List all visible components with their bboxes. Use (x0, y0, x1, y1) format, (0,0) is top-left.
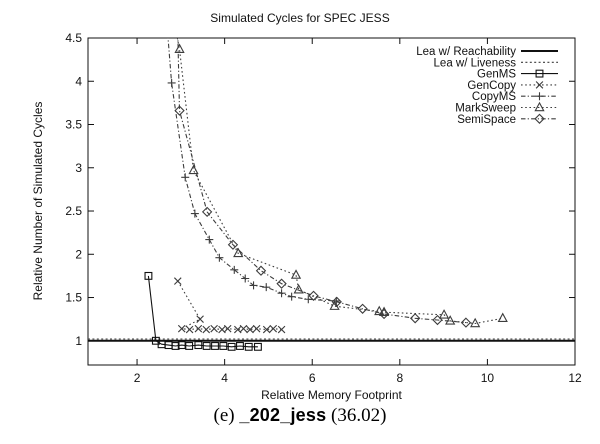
x-axis-label: Relative Memory Footprint (261, 388, 402, 402)
series-marksweep (174, 38, 508, 328)
y-tick-label: 3.5 (65, 118, 82, 132)
legend-label: Lea w/ Reachability (416, 46, 516, 58)
y-tick-label: 2 (75, 247, 82, 261)
legend-label: GenMS (477, 69, 516, 81)
series-genms (144, 271, 262, 351)
x-tick-label: 4 (221, 371, 228, 385)
caption-benchmark: _202_jess (239, 405, 327, 425)
x-tick-label: 6 (309, 371, 316, 385)
y-tick-label: 1.5 (65, 291, 82, 305)
legend-item-gencopy: GenCopy (467, 80, 558, 92)
legend-item-lea-w-liveness: Lea w/ Liveness (434, 57, 558, 69)
x-tick-label: 2 (134, 371, 141, 385)
legend-label: CopyMS (472, 91, 516, 103)
y-tick-label: 1 (75, 334, 82, 348)
x-tick-label: 10 (481, 371, 495, 385)
series-copyms (167, 38, 341, 305)
legend-item-semispace: SemiSpace (457, 113, 558, 126)
figure-caption: (e) _202_jess (36.02) (0, 405, 600, 427)
legend-label: Lea w/ Liveness (434, 57, 517, 69)
legend-label: GenCopy (467, 80, 516, 92)
y-tick-label: 3 (75, 161, 82, 175)
x-ticks: 2 4 6 8 10 12 (134, 38, 582, 385)
series-semispace (174, 38, 472, 328)
caption-score: (36.02) (331, 405, 387, 426)
y-tick-label: 2.5 (65, 204, 82, 218)
y-tick-label: 4 (75, 74, 82, 88)
x-tick-label: 12 (568, 371, 582, 385)
legend-item-marksweep: MarkSweep (455, 101, 558, 115)
y-ticks: 1 1.5 2 2.5 3 3.5 4 4.5 (65, 31, 575, 348)
legend-item-lea-w-reachability: Lea w/ Reachability (416, 46, 558, 58)
legend-label: SemiSpace (457, 114, 516, 126)
legend-label: MarkSweep (455, 103, 516, 115)
legend-item-copyms: CopyMS (472, 91, 558, 103)
chart-title: Simulated Cycles for SPEC JESS (210, 11, 390, 25)
legend-item-genms: GenMS (477, 69, 558, 81)
y-axis-label: Relative Number of Simulated Cycles (31, 101, 45, 301)
caption-index: (e) (213, 405, 235, 426)
series-gencopy (173, 277, 286, 334)
x-tick-label: 8 (396, 371, 403, 385)
y-tick-label: 4.5 (65, 31, 82, 45)
plot-border (87, 37, 576, 366)
